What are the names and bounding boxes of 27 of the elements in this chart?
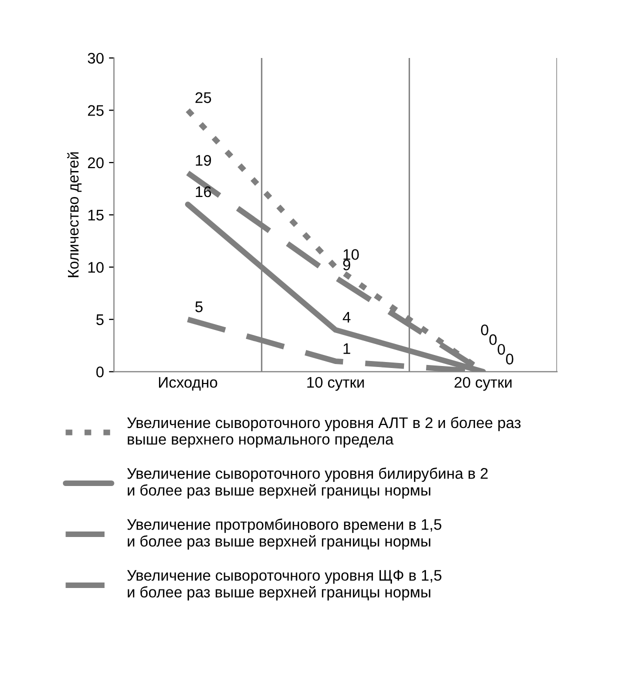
y-tick-label: 25 bbox=[88, 105, 104, 116]
data-label: 0 bbox=[481, 324, 488, 336]
legend-label: Увеличение сывороточного уровня билирубина в 2 и более раз выше верхней границы нормы bbox=[127, 468, 488, 499]
data-label: 1 bbox=[344, 343, 350, 354]
data-label: 0 bbox=[506, 354, 514, 365]
data-label: 9 bbox=[343, 260, 350, 270]
y-tick-label: 10 bbox=[88, 262, 104, 273]
y-axis-title: Количество детей bbox=[67, 152, 82, 278]
legend-label: Увеличение сывороточного уровня АЛТ в 2 и более раз выше верхнего нормального предела bbox=[127, 416, 521, 448]
y-tick-label: 15 bbox=[88, 210, 104, 221]
data-label: 19 bbox=[196, 154, 212, 166]
y-tick-label: 5 bbox=[96, 314, 104, 326]
y-tick-label: 20 bbox=[88, 157, 104, 168]
data-label: 4 bbox=[342, 312, 350, 323]
data-label: 10 bbox=[344, 249, 359, 260]
y-tick-label: 30 bbox=[88, 52, 104, 64]
data-label: 0 bbox=[498, 344, 505, 355]
data-label: 0 bbox=[489, 334, 497, 346]
data-label: 5 bbox=[195, 302, 203, 312]
x-tick-label: 10 сутки bbox=[307, 376, 364, 391]
x-tick-label: 20 сутки bbox=[454, 376, 512, 391]
legend-label: Увеличение сывороточного уровня ЩФ в 1,5 и более раз выше верхней границы нормы bbox=[127, 570, 442, 601]
data-label: 16 bbox=[196, 186, 212, 198]
x-tick-label: Исходно bbox=[159, 377, 218, 391]
data-label: 25 bbox=[196, 92, 212, 104]
y-tick-label: 0 bbox=[96, 366, 104, 378]
legend-label: Увеличение протромбинового времени в 1,5 и более раз выше верхней границы нормы bbox=[127, 518, 442, 550]
